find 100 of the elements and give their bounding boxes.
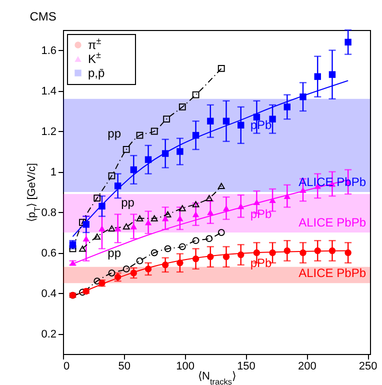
band-label: ALICE PbPb	[298, 216, 366, 230]
point	[206, 235, 213, 242]
y-tick-label: 0.6	[41, 247, 56, 260]
point	[238, 122, 244, 129]
y-tick-label: 0.2	[41, 328, 56, 340]
point	[192, 255, 200, 262]
legend-label: K$^{±}$	[88, 50, 102, 66]
point	[344, 38, 352, 46]
series-label: pp	[121, 195, 135, 210]
point	[130, 166, 138, 174]
point	[130, 270, 138, 276]
point	[122, 266, 130, 272]
point	[192, 201, 200, 208]
point	[164, 211, 172, 218]
point	[94, 278, 101, 285]
point	[82, 221, 90, 228]
point	[192, 132, 200, 139]
point	[136, 257, 144, 264]
series-label: pp	[108, 126, 122, 140]
point	[222, 205, 230, 212]
legend-label: π$^{±}$	[88, 36, 102, 52]
point	[328, 247, 336, 254]
point	[164, 245, 172, 252]
point	[82, 236, 90, 242]
point	[238, 203, 244, 210]
chart-title: CMS	[30, 9, 56, 24]
point	[176, 148, 184, 155]
point	[218, 229, 225, 236]
point	[300, 93, 306, 100]
y-tick-label: 1.4	[41, 85, 56, 98]
point	[222, 118, 230, 124]
point	[136, 215, 144, 222]
point	[207, 118, 214, 124]
point	[94, 194, 101, 202]
point	[108, 270, 116, 276]
point	[69, 245, 76, 252]
point	[150, 215, 158, 222]
point	[192, 91, 200, 98]
point	[162, 262, 169, 268]
point	[284, 247, 291, 254]
point	[207, 209, 214, 216]
x-axis-title: ⟨N$_{tracks}$⟩	[198, 370, 236, 385]
point	[192, 237, 200, 244]
point	[150, 249, 158, 256]
y-tick-label: 1.2	[41, 126, 56, 138]
point	[144, 266, 152, 272]
legend-label: p,p̄	[88, 66, 106, 80]
point	[269, 197, 276, 204]
point	[314, 73, 321, 80]
point	[178, 103, 186, 110]
point	[122, 223, 130, 230]
point	[94, 233, 101, 240]
point	[144, 219, 152, 226]
point	[144, 156, 152, 163]
point	[238, 251, 244, 258]
point	[284, 193, 291, 199]
point	[206, 195, 213, 202]
point	[178, 205, 186, 212]
point	[269, 249, 276, 256]
point	[108, 225, 116, 232]
point	[253, 249, 260, 256]
point	[98, 202, 106, 210]
point	[150, 128, 158, 135]
point	[328, 71, 336, 78]
point	[79, 246, 86, 252]
point	[114, 182, 122, 190]
x-tick-label: 100	[176, 360, 195, 372]
point	[176, 260, 184, 266]
y-tick-label: 0.4	[41, 288, 56, 300]
point	[176, 215, 184, 222]
y-tick-label: 1.6	[41, 44, 56, 57]
point	[218, 182, 225, 189]
point	[300, 249, 306, 256]
point	[222, 253, 230, 260]
point	[108, 172, 116, 180]
point	[178, 243, 186, 250]
series-label: pPb	[250, 207, 272, 222]
y-tick-label: 1	[50, 166, 56, 178]
x-tick-label: 200	[298, 360, 316, 372]
point	[98, 226, 106, 232]
point	[79, 218, 86, 226]
point	[314, 247, 321, 254]
point	[122, 146, 130, 153]
point	[162, 215, 169, 222]
point	[136, 132, 144, 139]
y-tick-label: 0.8	[41, 206, 56, 219]
point	[130, 224, 138, 230]
point	[344, 249, 352, 256]
series-label: pp	[108, 246, 122, 260]
x-tick-label: 0	[64, 360, 70, 372]
point	[163, 116, 170, 123]
point	[284, 104, 291, 110]
x-tick-label: 50	[118, 360, 131, 372]
point	[207, 253, 214, 260]
x-tick-label: 250	[358, 360, 378, 372]
band-label: ALICE PbPb	[298, 266, 366, 280]
point	[218, 65, 225, 72]
point	[114, 226, 122, 232]
point	[192, 211, 200, 218]
x-tick-label: 150	[237, 360, 256, 372]
